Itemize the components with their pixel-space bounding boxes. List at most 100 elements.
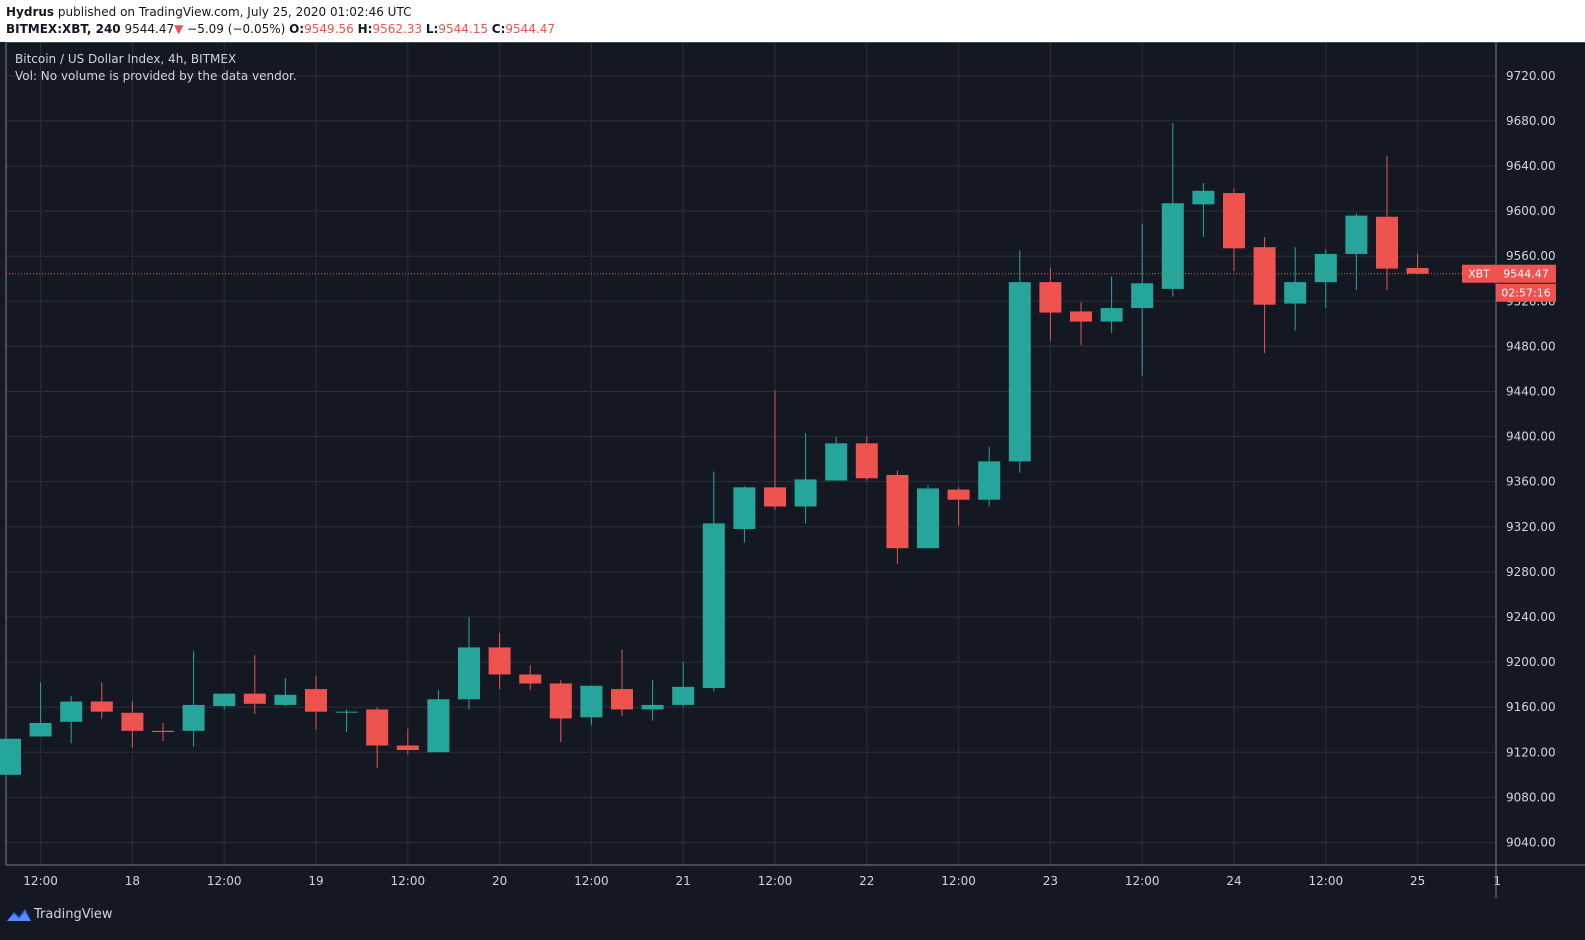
candle-body-down [519, 674, 542, 684]
candle-body-up [60, 701, 83, 722]
x-tick-label: 25 [1410, 874, 1425, 888]
footer: TradingView [0, 898, 1585, 940]
candle-body-down [549, 683, 572, 719]
y-tick-label: 9120.00 [1506, 745, 1556, 759]
last-price-label: 9544.47 [1503, 268, 1549, 281]
y-tick-label: 9360.00 [1506, 475, 1556, 489]
candlestick-chart[interactable]: 9040.00 9080.00 9120.00 9160.00 9200.00 9240.… [0, 42, 1585, 898]
symbol-tag-label: XBT [1468, 268, 1490, 281]
plot-background [6, 42, 1496, 865]
candle-body-down [947, 489, 970, 500]
y-tick-label: 9560.00 [1506, 249, 1556, 263]
candle-body-down [152, 730, 174, 732]
y-tick-label: 9240.00 [1506, 610, 1556, 624]
y-tick-label: 9640.00 [1506, 159, 1556, 173]
candle-body-down [305, 689, 327, 712]
candle-body-up [213, 693, 236, 707]
candle-body-up [733, 487, 756, 530]
candle-body-up [1345, 215, 1368, 254]
candle-body-down [764, 487, 786, 507]
chart-legend-title: Bitcoin / US Dollar Index, 4h, BITMEX [15, 52, 237, 66]
publish-header: Hydrus published on TradingView.com, Jul… [0, 0, 1585, 42]
candle-body-up [641, 704, 664, 710]
x-tick-label: 12:00 [1309, 874, 1344, 888]
symbol-label: BITMEX:XBT, 240 [6, 22, 121, 36]
down-arrow-icon: ▼ [174, 22, 184, 36]
candle-body-up [1131, 283, 1154, 309]
candle-body-up [702, 523, 725, 688]
candle-body-up [794, 479, 817, 507]
y-tick-label: 9440.00 [1506, 384, 1556, 398]
candle-body-up [825, 443, 848, 481]
volume-note: Vol: No volume is provided by the data v… [15, 69, 297, 83]
y-tick-label: 9200.00 [1506, 655, 1556, 669]
symbol-tag [1462, 264, 1496, 283]
candle-body-up [458, 647, 480, 700]
y-tick-label: 9720.00 [1506, 69, 1556, 83]
last-price: 9544.47 [124, 22, 175, 36]
y-tick-label: 9280.00 [1506, 565, 1556, 579]
candle-body-down [1253, 247, 1276, 305]
candle-body-down [1376, 216, 1398, 269]
low-label: L: [425, 22, 439, 36]
x-tick-label: 23 [1043, 874, 1058, 888]
candle-body-up [1100, 308, 1123, 322]
x-tick-label: 12:00 [941, 874, 976, 888]
candle-body-down [1070, 311, 1092, 322]
countdown-tag [1496, 283, 1556, 302]
candle-body-down [611, 689, 633, 710]
candle-body-up [1161, 203, 1184, 289]
x-tick-label: 19 [308, 874, 323, 888]
candle-body-down [886, 474, 909, 549]
open-value: 9549.56 [304, 22, 354, 36]
x-tick-label: 12:00 [574, 874, 609, 888]
candle-body-up [917, 488, 939, 549]
close-value: 9544.47 [505, 22, 556, 36]
candle-body-up [672, 686, 695, 705]
open-label: O: [289, 22, 305, 36]
published-text: published on TradingView.com, July 25, 2… [57, 5, 412, 19]
candle-body-down [396, 745, 419, 751]
x-tick-label: 1 [1493, 874, 1501, 888]
publish-info: Hydrus published on TradingView.com, Jul… [6, 5, 411, 19]
candle-body-down [488, 647, 511, 675]
y-tick-label: 9600.00 [1506, 204, 1556, 218]
high-label: H: [357, 22, 373, 36]
candle-body-up [1314, 253, 1337, 283]
candle-body-up [580, 685, 603, 718]
candle-body-down [1039, 282, 1062, 313]
chart-area[interactable]: 9040.00 9080.00 9120.00 9160.00 9200.00 9240.… [0, 42, 1585, 898]
last-price-tag [1496, 264, 1556, 283]
y-tick-label: 9320.00 [1506, 520, 1556, 534]
y-tick-label: 9680.00 [1506, 114, 1556, 128]
candle-body-up [978, 461, 1001, 500]
candle-body-up [29, 722, 52, 737]
candle-body-up [0, 738, 21, 775]
candle-body-down [366, 709, 389, 746]
close-label: C: [491, 22, 506, 36]
x-tick-label: 12:00 [391, 874, 426, 888]
author-name[interactable]: Hydrus [6, 5, 55, 19]
y-tick-label: 9160.00 [1506, 700, 1556, 714]
candle-body-down [1223, 193, 1245, 249]
candle-body-up [182, 704, 205, 731]
y-tick-label: 9080.00 [1506, 790, 1556, 804]
candle-body-down [243, 693, 266, 704]
x-tick-label: 21 [676, 874, 691, 888]
low-value: 9544.15 [438, 22, 488, 36]
tradingview-logo-icon[interactable] [6, 907, 32, 923]
candle-body-down [855, 443, 878, 479]
brand-name[interactable]: TradingView [34, 907, 113, 922]
price-change: −5.09 (−0.05%) [187, 22, 286, 36]
candle-body-up [1284, 282, 1307, 304]
y-tick-label: 9040.00 [1506, 835, 1556, 849]
candle-body-down [121, 712, 144, 731]
candle-body-up [427, 699, 450, 753]
candle-body-up [1008, 282, 1031, 462]
candle-body-down [90, 701, 113, 712]
x-tick-label: 12:00 [23, 874, 58, 888]
high-value: 9562.33 [372, 22, 423, 36]
candle-body-up [335, 711, 358, 713]
candle-body-down [1406, 267, 1429, 274]
x-tick-label: 18 [125, 874, 140, 888]
